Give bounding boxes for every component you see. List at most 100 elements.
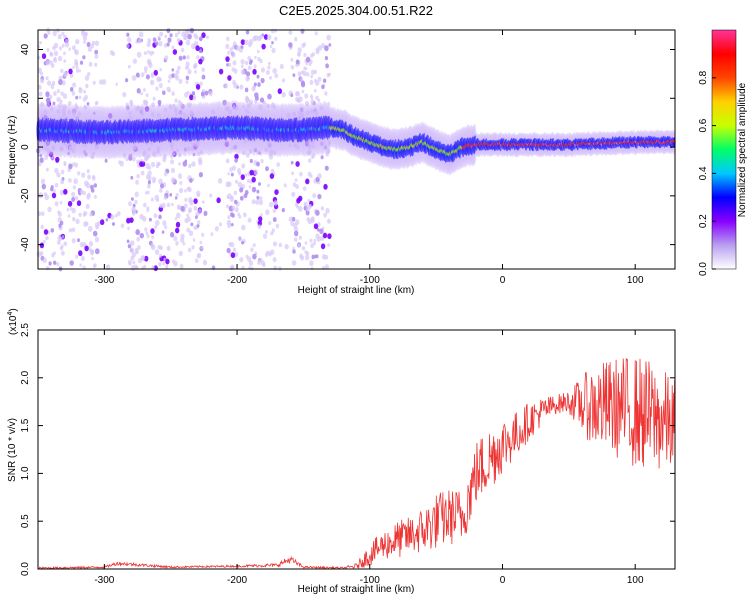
noise-speck — [163, 257, 166, 262]
noise-speck — [171, 45, 175, 50]
noise-speck — [60, 146, 64, 152]
noise-speck — [151, 235, 155, 240]
noise-speck — [158, 214, 162, 220]
noise-speck — [283, 183, 287, 188]
noise-speck — [71, 108, 77, 114]
noise-speck — [185, 39, 191, 46]
noise-speck — [305, 61, 309, 66]
noise-speck — [131, 156, 136, 162]
noise-speck — [307, 146, 311, 150]
noise-speck — [136, 88, 141, 94]
noise-speck — [72, 112, 76, 117]
noise-speck — [144, 227, 148, 232]
noise-speck — [227, 50, 231, 55]
noise-speck — [146, 41, 151, 48]
noise-speck — [50, 228, 55, 233]
noise-speck — [170, 142, 174, 148]
noise-speck — [308, 158, 312, 163]
noise-speck — [67, 200, 73, 207]
noise-speck — [75, 38, 80, 45]
noise-speck — [53, 50, 59, 57]
noise-speck — [146, 190, 150, 195]
noise-speck — [314, 78, 317, 83]
y-tick-label: 0 — [20, 144, 31, 150]
noise-speck — [196, 190, 201, 197]
noise-speck — [71, 197, 75, 202]
noise-speck — [183, 147, 187, 152]
noise-speck — [298, 116, 302, 120]
noise-speck — [164, 107, 168, 112]
noise-speck — [50, 63, 55, 68]
noise-speck — [310, 95, 314, 100]
y-tick-label: 2.5 — [20, 323, 31, 337]
noise-speck — [246, 110, 250, 114]
noise-speck — [239, 257, 244, 263]
noise-speck — [58, 79, 63, 86]
noise-speck — [295, 59, 300, 65]
noise-speck — [226, 36, 230, 42]
noise-speck — [145, 93, 149, 97]
noise-speck — [45, 91, 50, 98]
noise-speck — [186, 114, 190, 118]
noise-speck — [71, 45, 76, 51]
noise-speck — [230, 242, 235, 248]
noise-speck — [323, 212, 327, 218]
noise-speck — [170, 154, 173, 159]
noise-speck — [163, 196, 167, 200]
noise-speck — [157, 244, 161, 250]
noise-speck — [260, 77, 265, 84]
noise-speck — [230, 212, 234, 218]
noise-speck — [313, 88, 317, 93]
noise-speck — [186, 146, 191, 152]
noise-speck — [302, 186, 307, 191]
noise-speck — [92, 151, 95, 156]
noise-speck — [39, 242, 45, 249]
noise-speck — [321, 43, 326, 49]
noise-speck — [297, 47, 302, 53]
noise-speck — [235, 45, 241, 51]
noise-speck — [316, 228, 320, 232]
noise-speck — [49, 94, 53, 100]
noise-speck — [313, 108, 317, 112]
noise-speck — [290, 160, 294, 165]
noise-speck — [141, 255, 146, 261]
noise-speck — [123, 153, 127, 158]
noise-speck — [60, 244, 64, 248]
x-tick-label: -200 — [227, 275, 247, 286]
noise-speck — [297, 52, 301, 57]
noise-speck — [310, 99, 315, 105]
noise-speck — [75, 218, 80, 225]
noise-speck — [246, 76, 250, 81]
noise-speck — [159, 188, 163, 193]
noise-speck — [310, 243, 314, 249]
noise-speck — [277, 88, 282, 95]
noise-speck — [171, 91, 175, 96]
noise-speck — [198, 36, 203, 42]
noise-speck — [82, 35, 87, 41]
noise-speck — [90, 43, 95, 49]
noise-speck — [307, 198, 311, 203]
noise-speck — [176, 212, 181, 219]
noise-speck — [166, 42, 170, 47]
x-tick-label: 100 — [627, 575, 644, 586]
noise-speck — [54, 182, 59, 188]
noise-speck — [186, 55, 190, 60]
noise-speck — [234, 251, 239, 258]
noise-speck — [256, 161, 260, 167]
noise-speck — [267, 183, 270, 188]
noise-speck — [290, 57, 294, 62]
snr-frame — [37, 329, 676, 570]
x-tick-label: -100 — [360, 575, 380, 586]
noise-speck — [317, 173, 322, 179]
colorbar-label: Normalized spectral amplitude — [737, 82, 748, 217]
noise-speck — [45, 97, 51, 104]
noise-speck — [63, 34, 67, 39]
noise-speck — [170, 231, 175, 238]
noise-speck — [83, 210, 88, 216]
noise-speck — [240, 64, 244, 69]
figure-title: C2E5.2025.304.00.51.R22 — [279, 3, 433, 18]
noise-speck — [53, 91, 57, 96]
noise-speck — [319, 105, 324, 111]
noise-speck — [143, 99, 149, 106]
